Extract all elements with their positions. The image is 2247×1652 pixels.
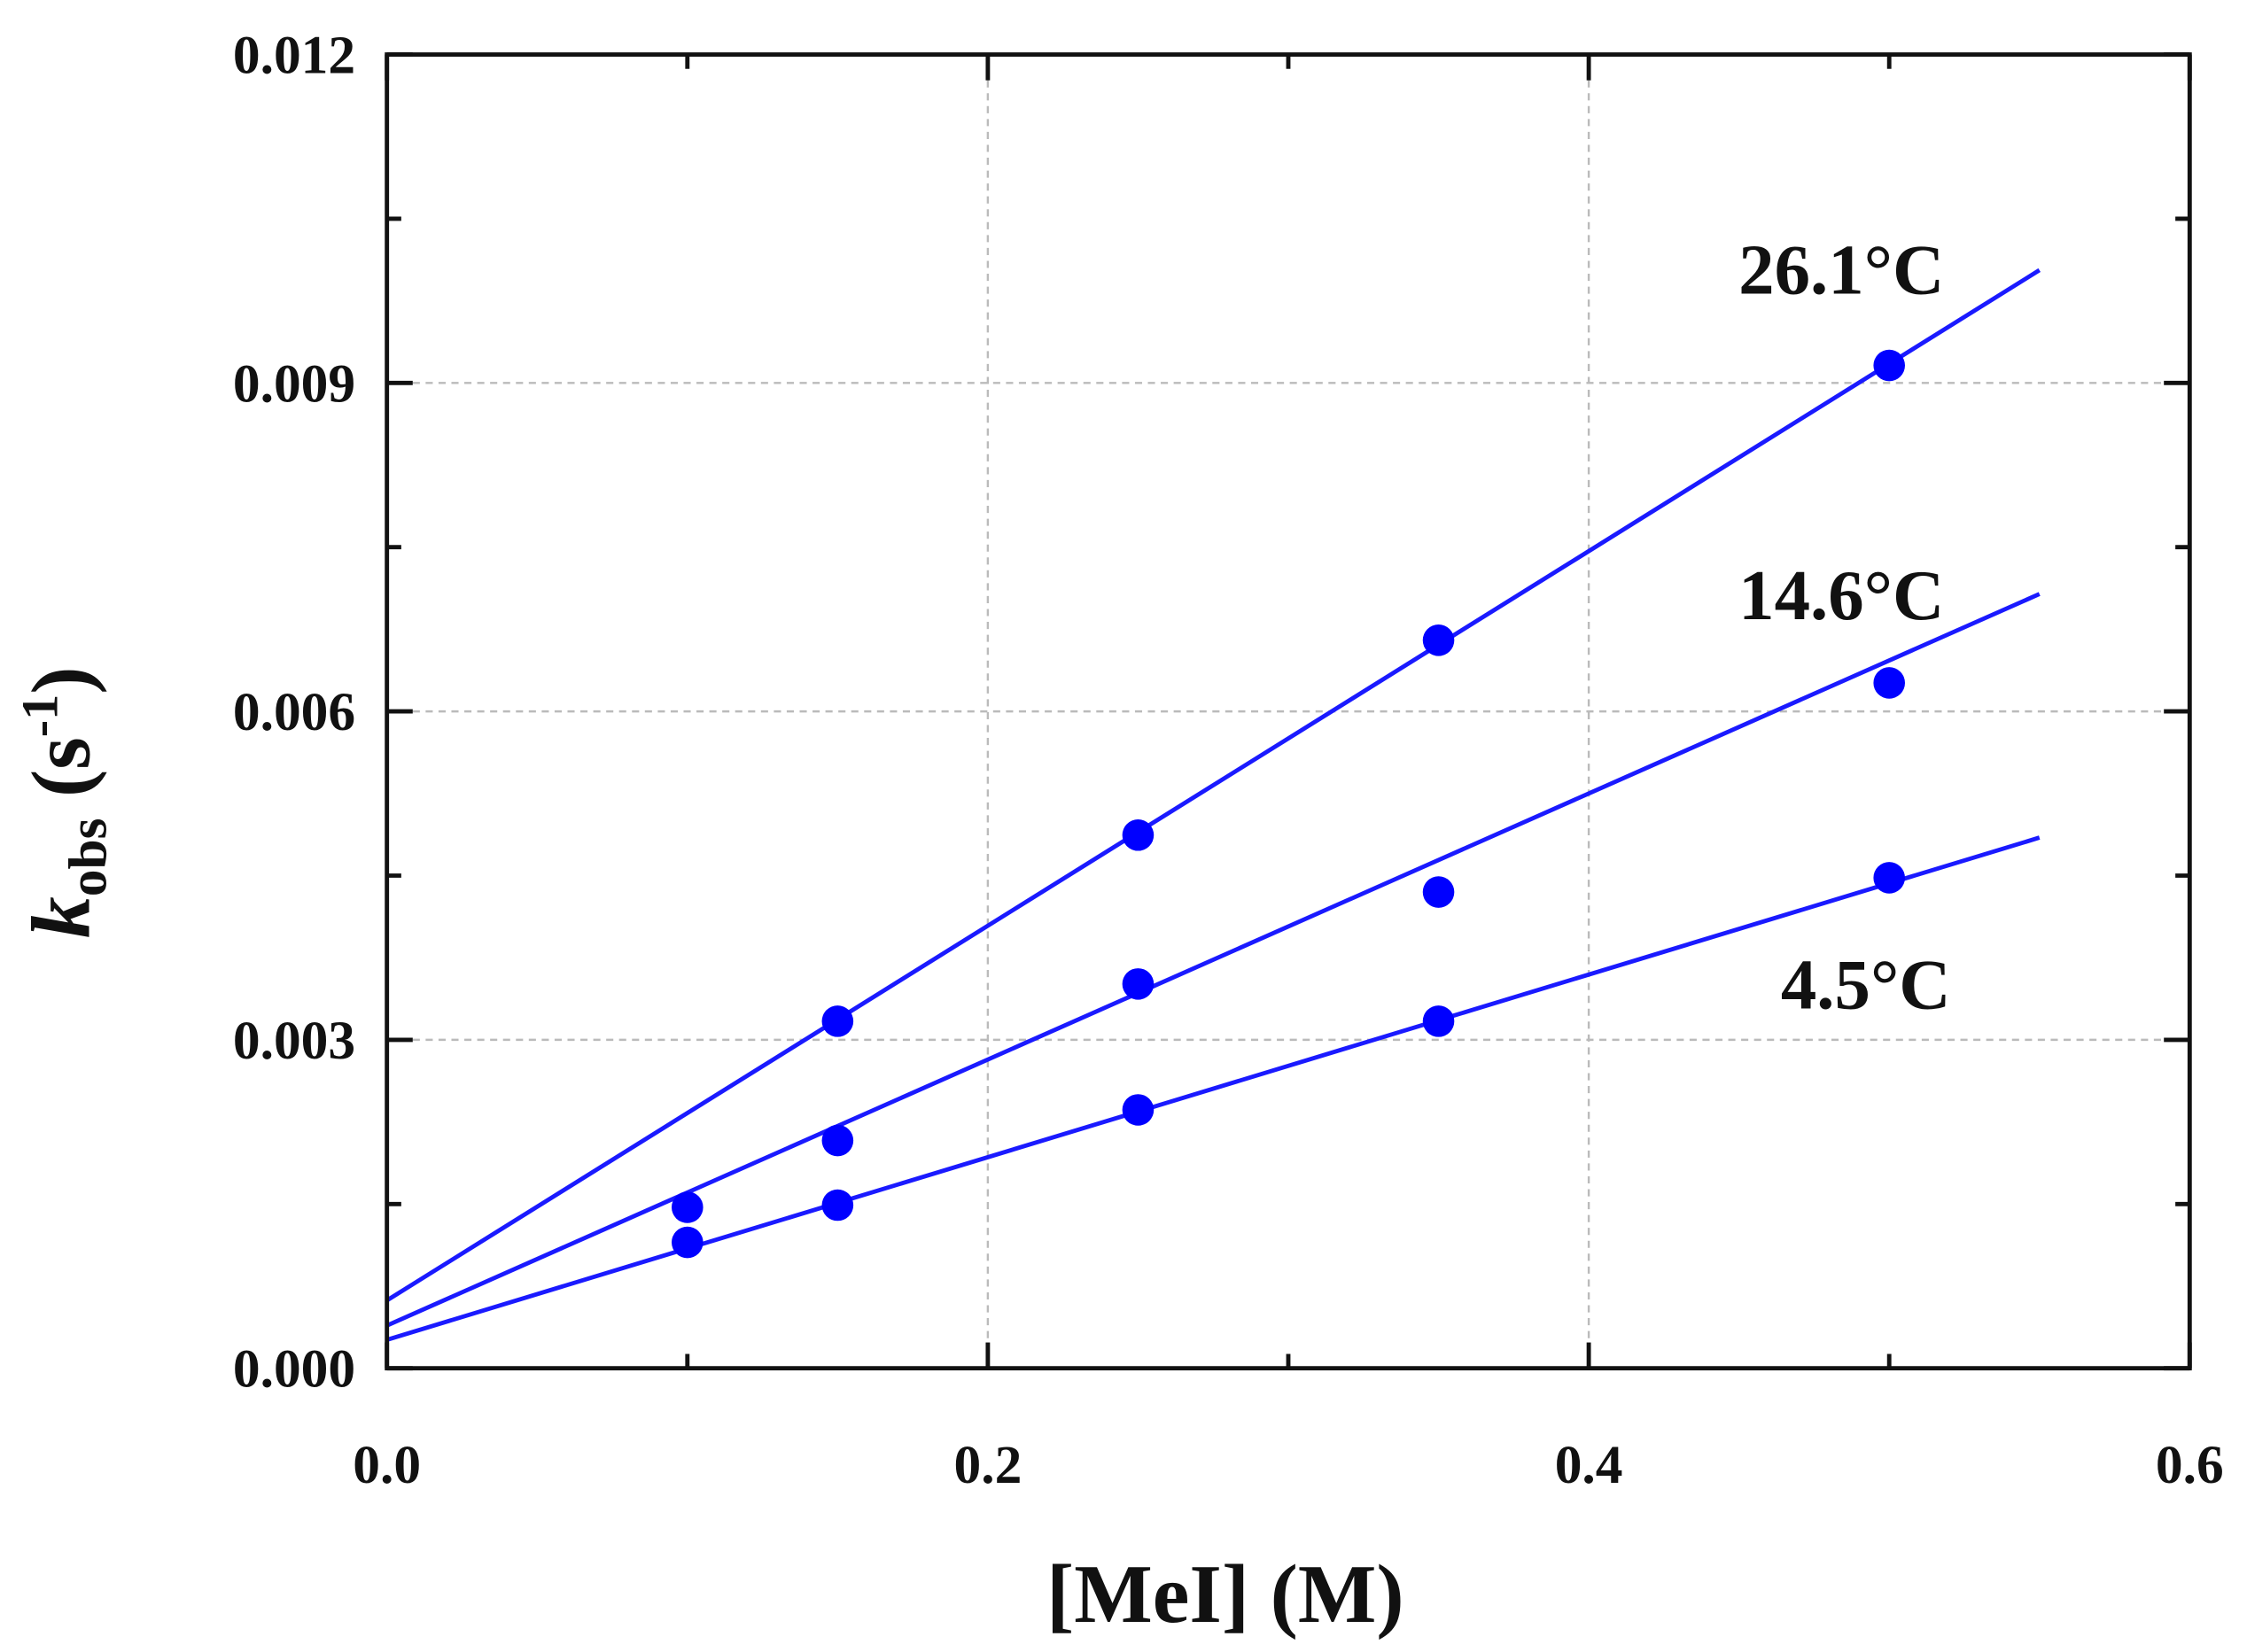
x-tick-label: 0.4 [1555, 1435, 1623, 1495]
series-label: 14.6°C [1738, 556, 1944, 635]
data-point [1122, 818, 1155, 851]
x-tick-label: 0.6 [2156, 1435, 2224, 1495]
y-label-unit: (s [15, 737, 107, 818]
y-tick-label: 0.003 [233, 1011, 355, 1071]
ticks [385, 52, 2192, 1371]
series-labels: 26.1°C 14.6°C 4.5°C [1738, 231, 1951, 1025]
x-tick-label: 0.2 [953, 1435, 1022, 1495]
y-tick-label: 0.006 [233, 682, 355, 742]
data-point [1422, 1005, 1455, 1037]
fit-line [385, 835, 2041, 1342]
data-point [671, 1226, 704, 1259]
data-point [1122, 968, 1155, 1000]
y-tick-label: 0.000 [233, 1339, 355, 1400]
data-point [1873, 862, 1905, 894]
grid [386, 54, 2190, 1369]
data-point [1873, 667, 1905, 699]
data-point [671, 1191, 704, 1223]
data-point [1122, 1094, 1155, 1126]
data-point [821, 1189, 854, 1222]
series-label: 26.1°C [1738, 231, 1944, 310]
data-point [1422, 876, 1455, 908]
y-tick-label: 0.009 [233, 353, 355, 414]
data-point [821, 1005, 854, 1037]
y-tick-label: 0.012 [233, 26, 355, 86]
x-tick-label: 0.0 [353, 1435, 421, 1495]
data-point [1873, 349, 1905, 382]
data-point [821, 1124, 854, 1157]
fit-line [385, 268, 2041, 1303]
fit-line [385, 592, 2041, 1328]
data-point [1422, 624, 1455, 656]
tick-labels: 0.0 0.2 0.4 0.6 0.000 0.003 0.006 0.009 0.012 [233, 26, 2224, 1495]
fit-lines [385, 268, 2041, 1342]
y-label-sub: obs [58, 818, 119, 896]
x-axis-label: [MeI] (M) [1046, 1548, 1404, 1640]
y-label-k: k [15, 896, 107, 938]
y-label-sup: -1 [12, 694, 69, 738]
series-label: 4.5°C [1781, 946, 1951, 1025]
y-label-close: ) [15, 666, 107, 694]
y-axis-label: kobs (s-1) [12, 666, 119, 938]
data-points [671, 349, 1905, 1259]
